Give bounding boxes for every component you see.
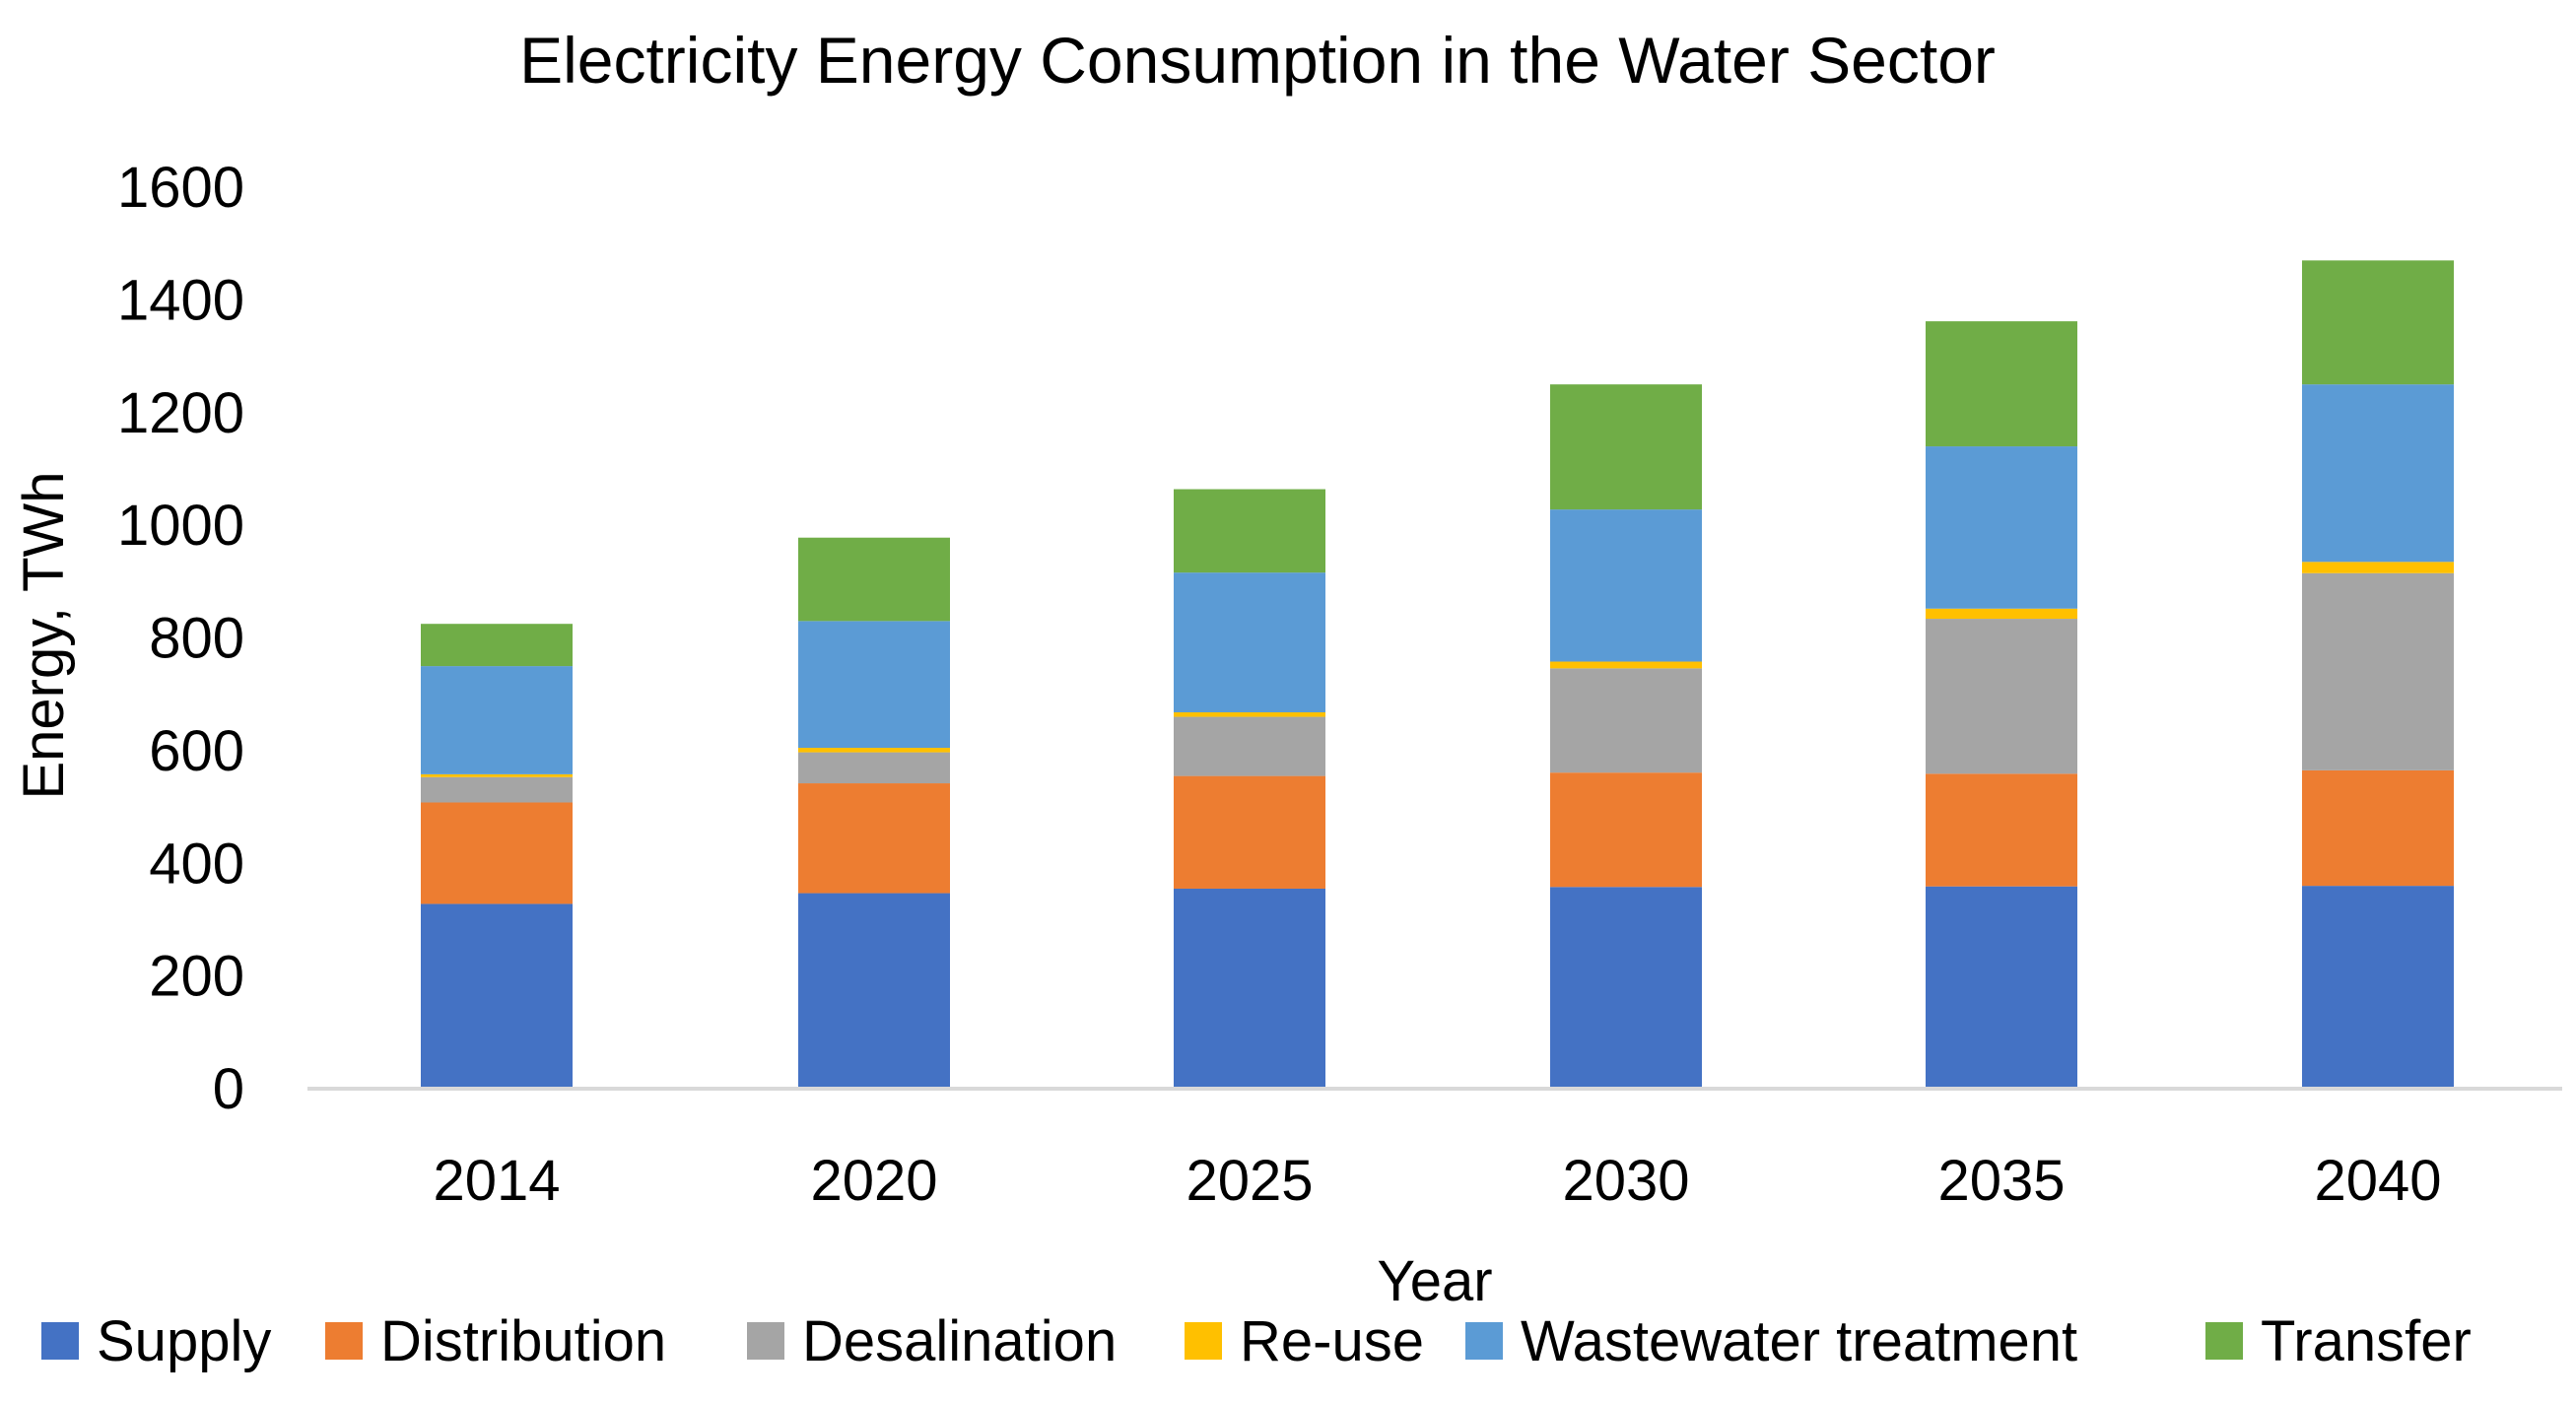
x-tick-label: 2014 [433,1149,560,1213]
x-tick-label: 2025 [1186,1149,1313,1213]
legend-swatch-re-use [1185,1322,1222,1360]
legend-label-supply: Supply [97,1309,271,1373]
y-axis: 0 200 400 600 800 1000 1200 1400 1600 [117,156,244,1121]
bar-transfer-2040 [2302,260,2454,385]
bar-re-use-2025 [1174,711,1325,717]
bar-distribution-2025 [1174,775,1325,889]
bar-desalination-2025 [1174,716,1325,776]
bar-supply-2040 [2302,886,2454,1089]
bar-transfer-2030 [1550,384,1702,510]
x-tick-label: 2020 [810,1149,937,1213]
bar-re-use-2014 [421,773,573,777]
legend-label-wastewater-treatment: Wastewater treatment [1521,1309,2077,1373]
bar-supply-2025 [1174,888,1325,1089]
bar-transfer-2020 [798,537,950,622]
bar-transfer-2035 [1926,321,2077,447]
y-tick-label: 1400 [117,268,244,332]
bar-re-use-2040 [2302,562,2454,573]
bar-distribution-2040 [2302,769,2454,887]
bar-supply-2020 [798,893,950,1089]
y-tick-label: 400 [149,832,244,896]
y-tick-label: 1600 [117,156,244,220]
bar-wastewater-treatment-2025 [1174,572,1325,712]
x-tick-label: 2030 [1562,1149,1689,1213]
legend-label-distribution: Distribution [380,1309,666,1373]
bar-distribution-2014 [421,802,573,904]
y-tick-label: 0 [213,1057,244,1121]
bar-desalination-2035 [1926,619,2077,774]
bar-desalination-2020 [798,752,950,784]
bar-wastewater-treatment-2030 [1550,509,1702,662]
x-axis-title: Year [1377,1249,1492,1313]
x-tick-label: 2035 [1937,1149,2065,1213]
bar-distribution-2035 [1926,773,2077,887]
legend-swatch-transfer [2205,1322,2243,1360]
x-axis: 2014 2020 2025 2030 2035 2040 [433,1149,2441,1213]
bar-supply-2014 [421,903,573,1089]
legend-swatch-supply [41,1322,79,1360]
bar-wastewater-treatment-2040 [2302,384,2454,563]
y-tick-label: 600 [149,719,244,783]
legend-swatch-desalination [747,1322,784,1360]
y-tick-label: 1000 [117,494,244,558]
y-tick-label: 800 [149,607,244,671]
legend-swatch-wastewater-treatment [1465,1322,1503,1360]
bar-re-use-2030 [1550,661,1702,669]
bar-transfer-2014 [421,624,573,667]
bar-wastewater-treatment-2035 [1926,446,2077,609]
legend: Supply Distribution Desalination Re-use Wast… [41,1309,2472,1373]
bar-wastewater-treatment-2020 [798,621,950,749]
y-tick-label: 200 [149,945,244,1009]
chart-title: Electricity Energy Consumption in the Wa… [519,24,1996,97]
legend-label-re-use: Re-use [1240,1309,1424,1373]
legend-swatch-distribution [325,1322,363,1360]
legend-label-transfer: Transfer [2261,1309,2472,1373]
y-axis-title: Energy, TWh [12,471,76,799]
x-tick-label: 2040 [2314,1149,2441,1213]
bar-wastewater-treatment-2014 [421,666,573,774]
bar-transfer-2025 [1174,489,1325,573]
bar-distribution-2020 [798,783,950,894]
legend-label-desalination: Desalination [802,1309,1117,1373]
bar-re-use-2020 [798,748,950,753]
bar-re-use-2035 [1926,608,2077,620]
bar-desalination-2014 [421,776,573,803]
bar-distribution-2030 [1550,772,1702,888]
bar-desalination-2030 [1550,668,1702,773]
bar-desalination-2040 [2302,572,2454,770]
bar-supply-2030 [1550,887,1702,1089]
bars-layer [307,260,2562,1091]
bar-supply-2035 [1926,886,2077,1089]
y-tick-label: 1200 [117,381,244,445]
